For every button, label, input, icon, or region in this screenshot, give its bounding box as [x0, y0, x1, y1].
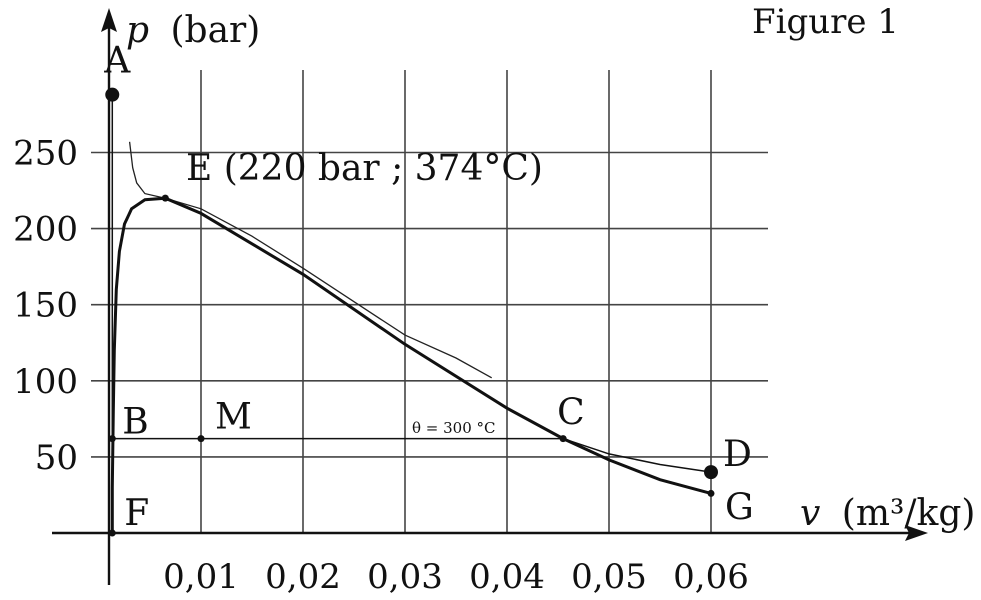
point-d [704, 465, 718, 480]
point-label-d: D [723, 434, 752, 475]
y-tick-label: 200 [13, 210, 78, 250]
point-b [108, 435, 116, 443]
figure-title: Figure 1 [752, 2, 899, 42]
curves [110, 91, 712, 533]
point-label-g: G [725, 487, 754, 528]
point-label-b: B [122, 402, 148, 443]
point-m [197, 435, 205, 443]
point-e [161, 194, 169, 202]
y-axis-label: p (bar) [126, 10, 260, 51]
point-g [707, 489, 715, 497]
point-label-m: M [215, 397, 252, 438]
x-tick-label: 0,06 [673, 557, 749, 597]
critical-point-annotation: E (220 bar ; 374°C) [186, 148, 543, 189]
tick-labels: 0,01 0,02 0,03 0,04 0,05 0,06 50 100 150 200 250 [13, 134, 749, 598]
y-axis-symbol: p [126, 10, 149, 51]
point-a [105, 87, 120, 102]
x-axis-arrow [905, 525, 928, 541]
point-label-a: A [103, 41, 131, 82]
x-axis-label: v (m³/kg) [800, 493, 975, 534]
y-axis-arrow [101, 8, 117, 32]
x-tick-label: 0,04 [469, 557, 545, 597]
y-axis-unit: (bar) [171, 10, 261, 51]
y-tick-label: 50 [35, 438, 78, 478]
point-label-f: F [124, 493, 149, 534]
y-tick-label: 150 [13, 286, 78, 326]
grid-lines [91, 70, 768, 533]
y-tick-label: 250 [13, 134, 78, 174]
axes [52, 8, 928, 585]
x-tick-label: 0,01 [163, 557, 239, 597]
point-c [559, 435, 567, 443]
x-tick-label: 0,02 [265, 557, 341, 597]
isotherm-300-label: θ = 300 °C [412, 419, 496, 437]
x-tick-label: 0,03 [367, 557, 443, 597]
point-label-c: C [557, 393, 585, 434]
x-axis-unit: (m³/kg) [842, 493, 976, 534]
x-tick-label: 0,05 [571, 557, 647, 597]
data-points: A B M C DG F [103, 41, 754, 537]
critical-isotherm-curve [128, 141, 493, 379]
saturation-curve [110, 196, 712, 533]
y-tick-label: 100 [13, 362, 78, 402]
x-axis-symbol: v [800, 493, 820, 534]
isotherm-300-line [111, 91, 712, 473]
point-f [108, 529, 116, 537]
